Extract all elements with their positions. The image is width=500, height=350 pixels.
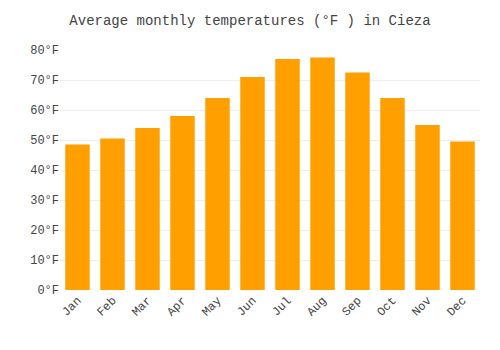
svg-text:70°F: 70°F [30, 74, 59, 88]
svg-text:Aug: Aug [304, 294, 329, 319]
svg-text:10°F: 10°F [30, 254, 59, 268]
svg-text:40°F: 40°F [30, 164, 59, 178]
svg-text:Jun: Jun [234, 294, 259, 319]
svg-text:May: May [199, 294, 224, 319]
svg-text:Jan: Jan [59, 294, 84, 319]
svg-text:60°F: 60°F [30, 104, 59, 118]
svg-text:Apr: Apr [164, 294, 189, 319]
svg-text:Sep: Sep [339, 294, 364, 319]
svg-text:20°F: 20°F [30, 224, 59, 238]
svg-text:80°F: 80°F [30, 44, 59, 58]
svg-text:50°F: 50°F [30, 134, 59, 148]
svg-text:Mar: Mar [129, 294, 154, 319]
svg-text:0°F: 0°F [37, 284, 59, 298]
svg-text:Oct: Oct [374, 294, 399, 319]
svg-text:Average monthly temperatures (: Average monthly temperatures (°F ) in Ci… [69, 13, 430, 29]
svg-text:Dec: Dec [444, 294, 469, 319]
svg-text:Feb: Feb [94, 294, 119, 319]
svg-text:30°F: 30°F [30, 194, 59, 208]
svg-text:Jul: Jul [269, 294, 294, 319]
svg-text:Nov: Nov [409, 294, 434, 319]
